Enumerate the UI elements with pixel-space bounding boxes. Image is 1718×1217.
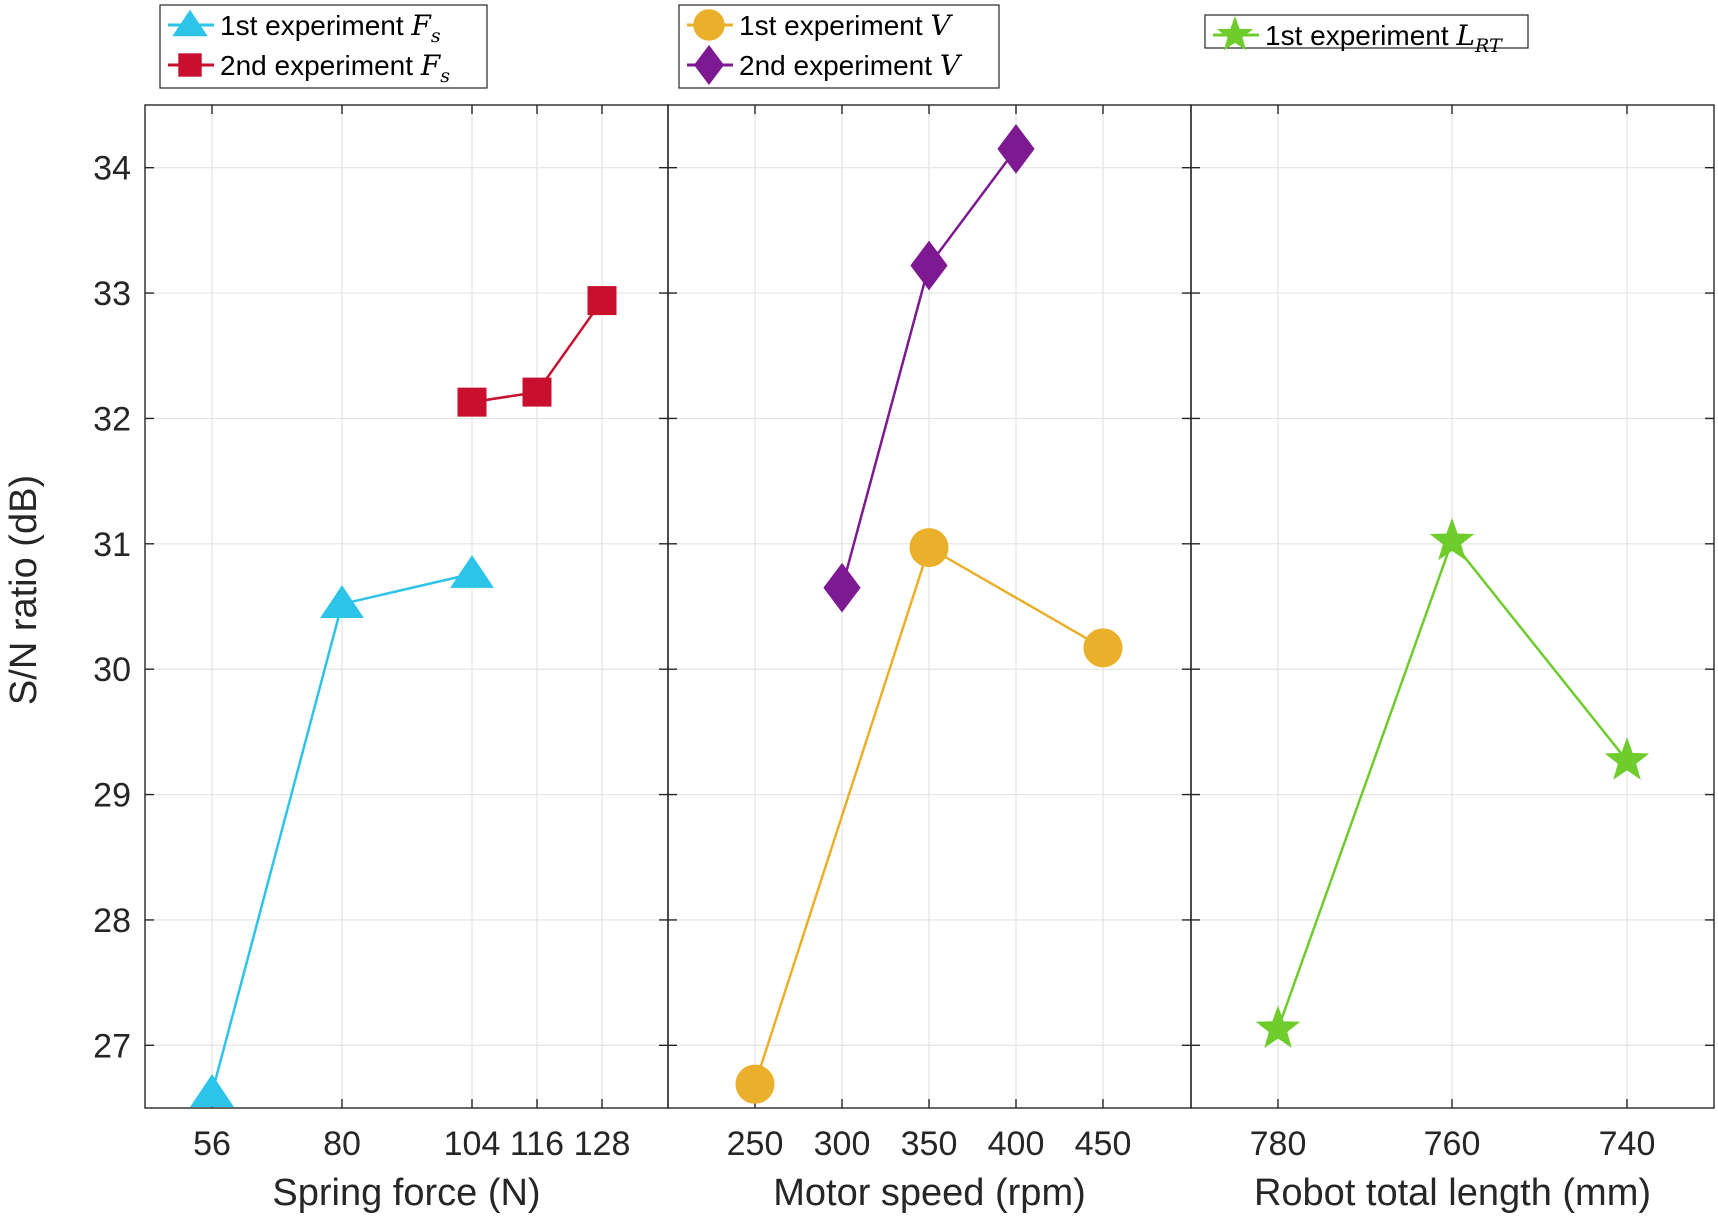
legend-marker: [172, 9, 208, 37]
series-motor-1: [735, 528, 1123, 1104]
x-tick-label: 128: [574, 1125, 631, 1163]
data-point: [910, 240, 948, 291]
legend-label: 2nd experiment Fs: [220, 49, 450, 87]
legend-label: 1st experiment V: [739, 9, 953, 42]
legend-marker: [178, 53, 202, 77]
legend-box: [1204, 14, 1529, 49]
data-point: [1255, 1005, 1301, 1048]
x-tick-label: 780: [1250, 1125, 1307, 1163]
data-point: [457, 387, 487, 417]
legend-box: [159, 4, 488, 89]
data-point: [1604, 737, 1650, 780]
data-point: [1083, 628, 1123, 668]
y-tick-label: 30: [93, 651, 131, 689]
data-point: [522, 377, 552, 407]
legend-robot: 1st experiment LRT: [1204, 14, 1529, 57]
legend-marker: [1216, 15, 1254, 51]
x-tick-label: 116: [510, 1125, 564, 1163]
legend-marker: [693, 9, 725, 41]
legend-motor: 1st experiment V 2nd experiment V: [678, 4, 1000, 89]
data-point: [190, 1074, 234, 1107]
y-tick-label: 33: [93, 275, 131, 313]
series-spring-1: [190, 555, 494, 1107]
x-tick-label: 250: [727, 1125, 784, 1163]
series-motor-2: [823, 124, 1035, 613]
x-tick-label: 400: [988, 1125, 1045, 1163]
x-axis-label: Motor speed (rpm): [773, 1172, 1086, 1214]
legend-marker: [693, 44, 725, 86]
panel-spring: 56 80 104 116 128 27 28 29 30 31 32 33 34 Spring forc…: [93, 104, 669, 1214]
data-point: [450, 555, 494, 588]
y-tick-label: 27: [93, 1027, 131, 1065]
panels: 56 80 104 116 128 27 28 29 30 31 32 33 34 Spring forc…: [93, 4, 1715, 1214]
series-robot-1: [1255, 517, 1650, 1048]
data-point: [320, 585, 364, 618]
legend-label: 1st experiment LRT: [1265, 19, 1503, 57]
y-axis-label: S/N ratio (dB): [3, 475, 45, 705]
data-point: [909, 528, 949, 568]
data-point: [823, 562, 861, 613]
data-point: [997, 124, 1035, 174]
y-tick-label: 28: [93, 902, 131, 940]
y-tick-label: 32: [93, 400, 131, 438]
panel-robot: 780 760 740 Robot total length (mm): [1190, 104, 1715, 1214]
x-tick-label: 300: [814, 1125, 871, 1163]
series-spring-2: [457, 286, 617, 417]
x-axis-label: Robot total length (mm): [1254, 1172, 1651, 1214]
data-point: [735, 1064, 775, 1104]
y-tick-label: 34: [93, 150, 131, 188]
data-point: [587, 286, 617, 316]
data-point: [1429, 517, 1475, 561]
x-tick-label: 760: [1424, 1125, 1481, 1163]
legend-box: [678, 4, 1000, 89]
panel-motor: 250 300 350 400 450 Motor speed (rpm): [667, 104, 1192, 1214]
y-tick-label: 29: [93, 777, 131, 815]
y-tick-label: 31: [93, 526, 131, 564]
axes-box: [144, 104, 669, 1109]
legend-label: 1st experiment Fs: [220, 9, 441, 47]
x-tick-label: 350: [901, 1125, 958, 1163]
legend-label: 2nd experiment V: [739, 49, 963, 82]
x-axis-label: Spring force (N): [272, 1172, 540, 1214]
x-tick-label: 740: [1599, 1125, 1656, 1163]
x-tick-label: 80: [323, 1125, 361, 1163]
x-tick-label: 56: [193, 1125, 231, 1163]
x-tick-label: 104: [444, 1125, 501, 1163]
x-tick-label: 450: [1075, 1125, 1132, 1163]
